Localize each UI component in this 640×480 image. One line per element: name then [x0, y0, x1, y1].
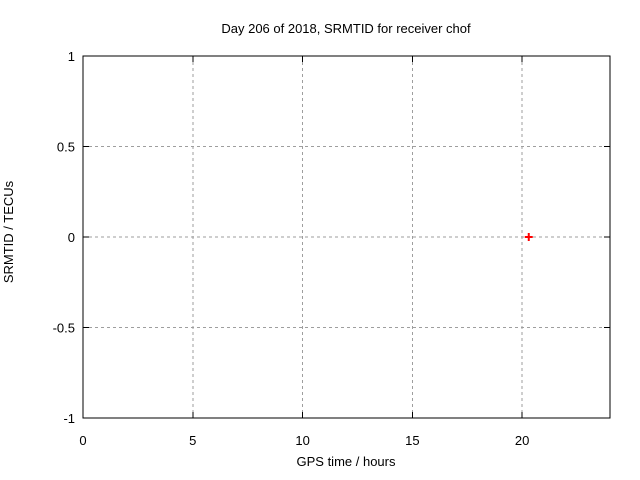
y-axis-label: SRMTID / TECUs	[1, 180, 16, 283]
y-tick-label: 1	[68, 49, 75, 64]
x-tick-label: 15	[405, 433, 419, 448]
x-tick-label: 5	[189, 433, 196, 448]
grid-and-ticks	[82, 55, 611, 419]
x-tick-label: 20	[515, 433, 529, 448]
plot-border	[82, 55, 611, 419]
data-points	[524, 233, 533, 241]
y-tick-label: -1	[63, 411, 75, 426]
y-tick-label: -0.5	[53, 321, 75, 336]
x-tick-label: 0	[79, 433, 86, 448]
x-axis-label: GPS time / hours	[297, 454, 396, 469]
y-tick-label: 0	[68, 230, 75, 245]
chart-title: Day 206 of 2018, SRMTID for receiver cho…	[221, 21, 471, 36]
x-tick-label: 10	[295, 433, 309, 448]
tick-labels: 0 5 10 15 20 -1 -0.5 0 0.5 1	[53, 49, 530, 448]
y-tick-label: 0.5	[57, 140, 75, 155]
